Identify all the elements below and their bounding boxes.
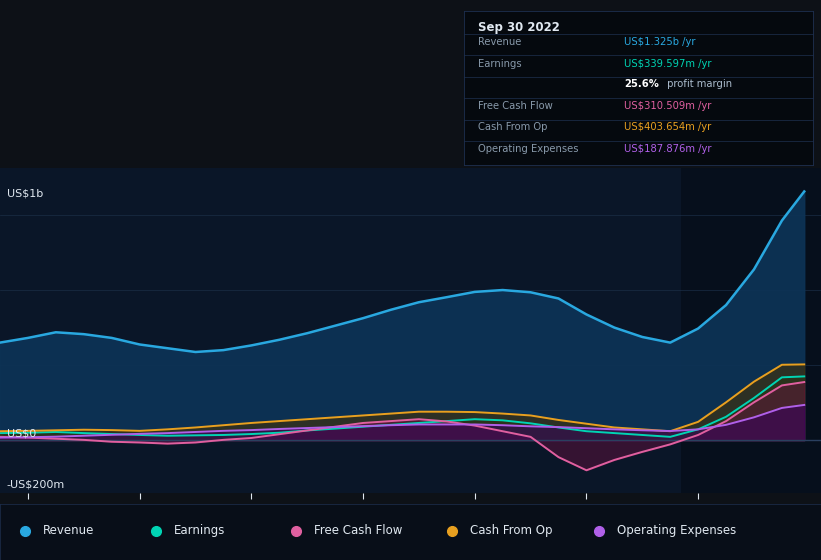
Text: US$0: US$0 xyxy=(7,429,36,438)
Text: US$339.597m /yr: US$339.597m /yr xyxy=(624,59,712,69)
Text: Free Cash Flow: Free Cash Flow xyxy=(478,101,553,111)
Text: Sep 30 2022: Sep 30 2022 xyxy=(478,21,560,34)
Bar xyxy=(681,168,821,493)
Text: US$403.654m /yr: US$403.654m /yr xyxy=(624,123,712,133)
Text: Cash From Op: Cash From Op xyxy=(478,123,548,133)
Text: Earnings: Earnings xyxy=(478,59,521,69)
Text: Operating Expenses: Operating Expenses xyxy=(478,144,578,154)
Text: Revenue: Revenue xyxy=(43,524,94,538)
Text: Revenue: Revenue xyxy=(478,37,521,47)
Text: Earnings: Earnings xyxy=(174,524,226,538)
Text: Cash From Op: Cash From Op xyxy=(470,524,552,538)
Text: US$1.325b /yr: US$1.325b /yr xyxy=(624,37,696,47)
Text: Operating Expenses: Operating Expenses xyxy=(617,524,736,538)
Text: US$187.876m /yr: US$187.876m /yr xyxy=(624,144,712,154)
Text: 25.6%: 25.6% xyxy=(624,80,659,90)
Text: profit margin: profit margin xyxy=(664,80,732,90)
Text: US$1b: US$1b xyxy=(7,188,43,198)
Text: US$310.509m /yr: US$310.509m /yr xyxy=(624,101,712,111)
Text: Free Cash Flow: Free Cash Flow xyxy=(314,524,402,538)
Text: -US$200m: -US$200m xyxy=(7,480,65,490)
